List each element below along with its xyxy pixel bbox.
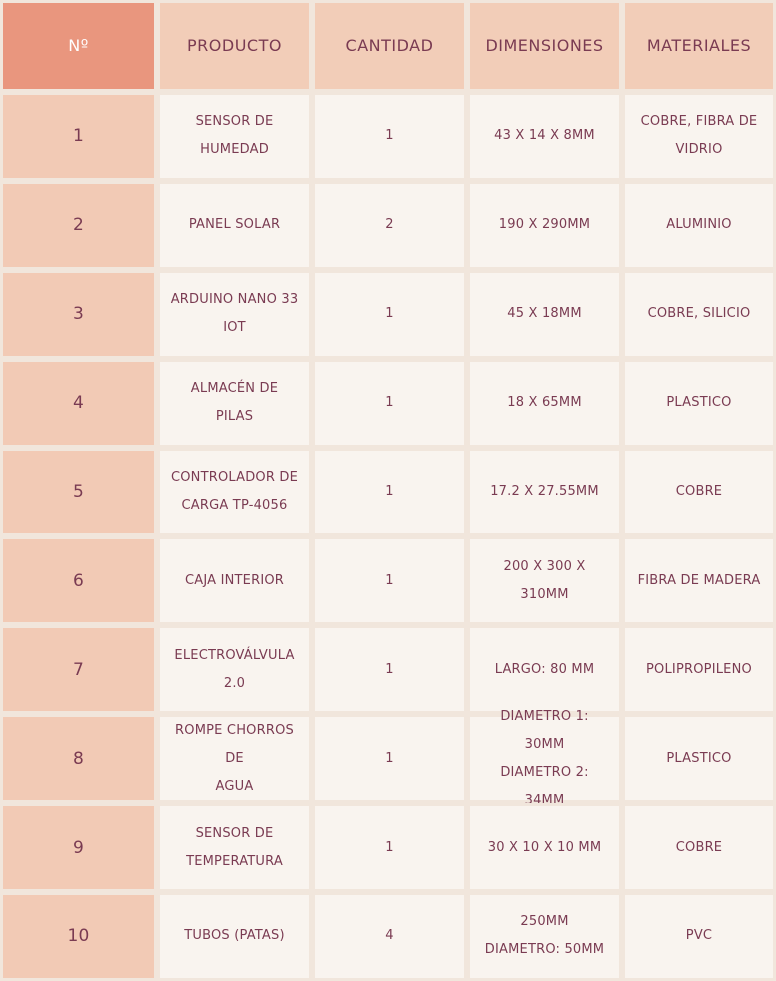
row-2-cantidad: 2 xyxy=(312,180,467,270)
row-9-producto: SENSOR DE TEMPERATURA xyxy=(157,803,312,893)
row-9-number: 9 xyxy=(0,803,157,893)
row-1-materiales: COBRE, FIBRA DE VIDRIO xyxy=(622,92,776,181)
header-materiales: MATERIALES xyxy=(622,0,776,92)
row-9-materiales: COBRE xyxy=(622,803,776,893)
row-2-number: 2 xyxy=(0,180,157,270)
row-3-cantidad: 1 xyxy=(312,269,467,359)
row-1-dimensiones: 43 X 14 X 8MM xyxy=(467,92,622,181)
row-3-materiales: COBRE, SILICIO xyxy=(622,269,776,359)
row-7-cantidad: 1 xyxy=(312,625,467,715)
header-cantidad: CANTIDAD xyxy=(312,0,467,92)
row-10-dimensiones: 250MM DIAMETRO: 50MM xyxy=(467,892,622,981)
row-7-materiales: POLIPROPILENO xyxy=(622,625,776,715)
row-4-materiales: PLASTICO xyxy=(622,358,776,448)
row-8-producto: ROMPE CHORROS DE AGUA xyxy=(157,714,312,804)
row-10-producto: TUBOS (PATAS) xyxy=(157,892,312,981)
row-4-producto: ALMACÉN DE PILAS xyxy=(157,358,312,448)
row-1-cantidad: 1 xyxy=(312,92,467,181)
header-producto: PRODUCTO xyxy=(157,0,312,92)
row-7-number: 7 xyxy=(0,625,157,715)
row-2-producto: PANEL SOLAR xyxy=(157,180,312,270)
row-8-dimensiones: DIAMETRO 1: 30MM DIAMETRO 2: 34MM xyxy=(467,709,622,808)
row-8-materiales: PLASTICO xyxy=(622,714,776,804)
row-6-producto: CAJA INTERIOR xyxy=(157,536,312,626)
row-4-dimensiones: 18 X 65MM xyxy=(467,358,622,448)
row-5-producto: CONTROLADOR DE CARGA TP-4056 xyxy=(157,447,312,537)
row-3-number: 3 xyxy=(0,269,157,359)
row-6-materiales: FIBRA DE MADERA xyxy=(622,536,776,626)
row-6-cantidad: 1 xyxy=(312,536,467,626)
row-5-dimensiones: 17.2 X 27.55MM xyxy=(467,447,622,537)
row-9-dimensiones: 30 X 10 X 10 MM xyxy=(467,803,622,893)
header-number: Nº xyxy=(0,0,157,92)
row-4-cantidad: 1 xyxy=(312,358,467,448)
row-1-number: 1 xyxy=(0,92,157,181)
header-dimensiones: DIMENSIONES xyxy=(467,0,622,92)
row-3-dimensiones: 45 X 18MM xyxy=(467,269,622,359)
row-5-cantidad: 1 xyxy=(312,447,467,537)
row-7-dimensiones: LARGO: 80 MM xyxy=(467,625,622,715)
row-4-number: 4 xyxy=(0,358,157,448)
row-10-cantidad: 4 xyxy=(312,892,467,981)
row-9-cantidad: 1 xyxy=(312,803,467,893)
row-6-dimensiones: 200 X 300 X 310MM xyxy=(467,536,622,626)
row-5-materiales: COBRE xyxy=(622,447,776,537)
row-1-producto: SENSOR DE HUMEDAD xyxy=(157,92,312,181)
row-8-cantidad: 1 xyxy=(312,714,467,804)
row-10-materiales: PVC xyxy=(622,892,776,981)
row-10-number: 10 xyxy=(0,892,157,981)
row-3-producto: ARDUINO NANO 33 IOT xyxy=(157,269,312,359)
row-2-materiales: ALUMINIO xyxy=(622,180,776,270)
row-8-number: 8 xyxy=(0,714,157,804)
row-6-number: 6 xyxy=(0,536,157,626)
row-5-number: 5 xyxy=(0,447,157,537)
row-7-producto: ELECTROVÁLVULA 2.0 xyxy=(157,625,312,715)
row-2-dimensiones: 190 X 290MM xyxy=(467,180,622,270)
